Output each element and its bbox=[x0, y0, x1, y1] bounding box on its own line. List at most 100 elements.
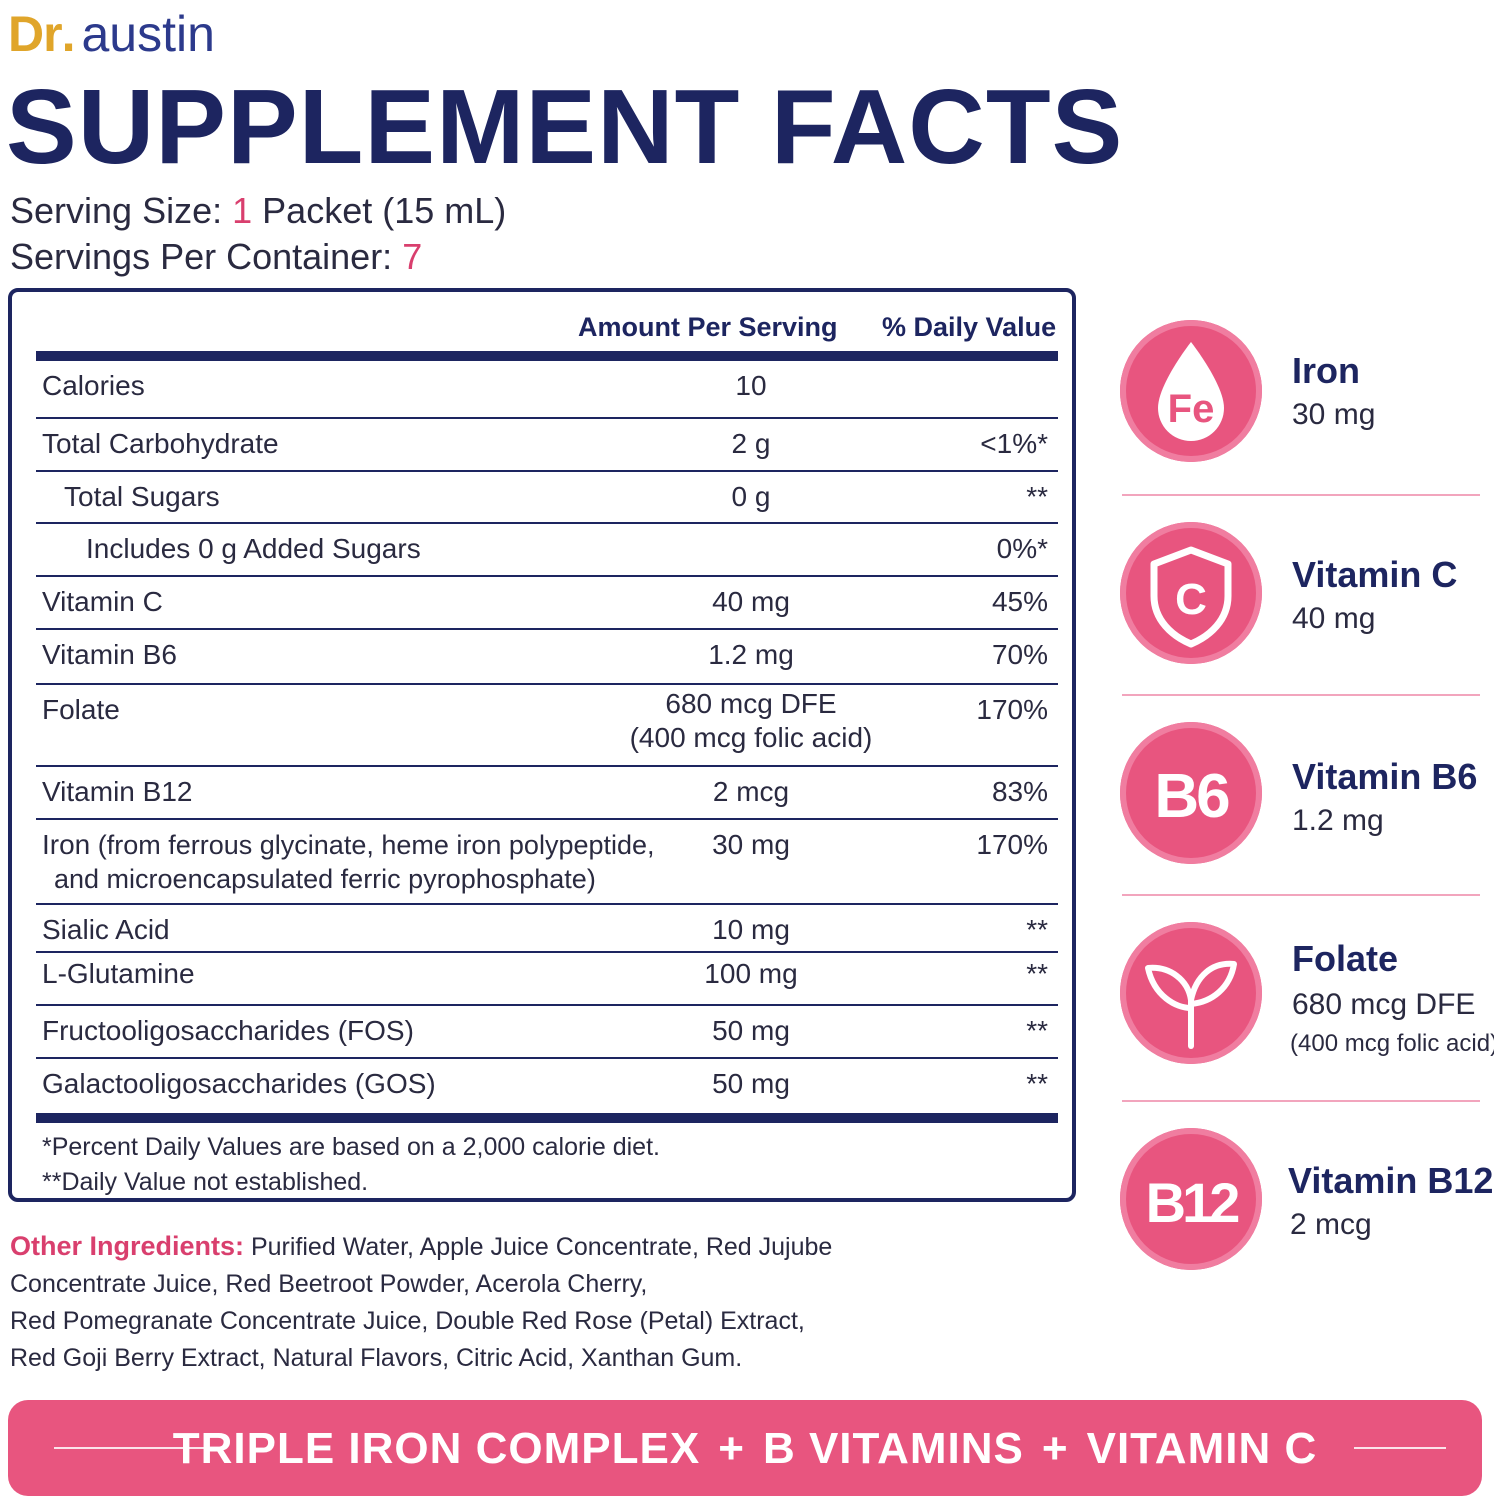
other-ingredients-label: Other Ingredients: bbox=[10, 1231, 245, 1261]
other-ingredients-line1: Purified Water, Apple Juice Concentrate,… bbox=[244, 1233, 833, 1261]
highlight-iron: Fe Iron 30 mg bbox=[1120, 320, 1490, 470]
supplement-facts-panel: Amount Per Serving % Daily Value Calorie… bbox=[8, 288, 1076, 1202]
header-amount-per-serving: Amount Per Serving bbox=[578, 312, 838, 342]
highlight-name: Vitamin B12 bbox=[1288, 1160, 1494, 1201]
table-row: Vitamin B12 2 mcg 83% bbox=[36, 767, 1058, 820]
row-amount: 10 bbox=[735, 370, 767, 401]
row-daily-value: ** bbox=[1026, 914, 1048, 945]
table-row: Sialic Acid 10 mg ** bbox=[36, 905, 1058, 953]
footnote-not-established: **Daily Value not established. bbox=[42, 1168, 369, 1196]
row-amount: 0 g bbox=[731, 481, 771, 512]
b6-badge-text: B6 bbox=[1154, 762, 1229, 831]
row-amount: 2 g bbox=[731, 428, 771, 459]
highlight-name: Iron bbox=[1292, 350, 1360, 391]
banner-part-b-vitamins: B VITAMINS bbox=[762, 1424, 1024, 1473]
row-amount: 50 mg bbox=[712, 1068, 790, 1099]
row-name: Vitamin B6 bbox=[42, 639, 177, 670]
row-name: Folate bbox=[42, 694, 120, 725]
servings-per-label: Servings Per Container: bbox=[10, 236, 393, 277]
vitamin-c-badge-text: C bbox=[1175, 575, 1207, 624]
row-name: Includes 0 g Added Sugars bbox=[86, 533, 421, 564]
row-daily-value: ** bbox=[1026, 958, 1048, 989]
banner-plus: + bbox=[718, 1424, 745, 1473]
table-row: Total Sugars 0 g ** bbox=[36, 472, 1058, 524]
row-daily-value: 70% bbox=[991, 639, 1048, 670]
row-name: Calories bbox=[42, 370, 145, 401]
highlight-divider bbox=[1122, 894, 1480, 896]
row-daily-value: <1%* bbox=[980, 428, 1048, 459]
table-row: Vitamin B6 1.2 mg 70% bbox=[36, 630, 1058, 685]
highlight-amount: 30 mg bbox=[1292, 398, 1376, 431]
b12-badge-icon: B12 bbox=[1120, 1128, 1262, 1270]
highlight-amount: 680 mcg DFE bbox=[1292, 988, 1476, 1021]
row-amount: 10 mg bbox=[712, 914, 790, 945]
highlight-vitamin-b12: B12 Vitamin B12 2 mcg bbox=[1120, 1128, 1494, 1278]
row-name-sub: (from ferrous glycinate, heme iron polyp… bbox=[90, 830, 655, 860]
row-daily-value: 170% bbox=[976, 829, 1048, 860]
servings-per-value: 7 bbox=[402, 236, 423, 277]
serving-size-qty: 1 bbox=[232, 190, 253, 231]
brand-logo: Dr. austin bbox=[8, 4, 215, 64]
row-amount: 30 mg bbox=[712, 829, 790, 860]
row-amount: 100 mg bbox=[704, 958, 798, 989]
top-thick-divider bbox=[36, 351, 1058, 361]
highlight-amount-line2: (400 mcg folic acid) bbox=[1290, 1030, 1494, 1057]
row-daily-value: ** bbox=[1026, 1015, 1048, 1046]
highlight-folate: Folate 680 mcg DFE (400 mcg folic acid) bbox=[1120, 922, 1494, 1072]
header-daily-value: % Daily Value bbox=[882, 312, 1057, 342]
servings-per-container: Servings Per Container: 7 bbox=[10, 236, 422, 278]
row-daily-value: ** bbox=[1026, 1068, 1048, 1099]
row-name: Sialic Acid bbox=[42, 914, 170, 945]
row-name-main: Iron bbox=[42, 829, 91, 860]
row-amount-line1: 680 mcg DFE bbox=[665, 688, 837, 719]
row-daily-value: 0%* bbox=[996, 533, 1048, 564]
highlight-vitamin-c: C Vitamin C 40 mg bbox=[1120, 522, 1490, 672]
table-row: Folate 680 mcg DFE (400 mcg folic acid) … bbox=[36, 685, 1058, 767]
row-name: Total Sugars bbox=[64, 481, 220, 512]
other-ingredients-line4: Red Goji Berry Extract, Natural Flavors,… bbox=[10, 1344, 743, 1372]
highlight-amount: 1.2 mg bbox=[1292, 804, 1384, 837]
highlight-divider bbox=[1122, 494, 1480, 496]
row-name: Iron (from ferrous glycinate, heme iron … bbox=[42, 828, 655, 896]
iron-badge-text: Fe bbox=[1168, 387, 1215, 431]
bottom-thick-divider bbox=[36, 1113, 1058, 1123]
other-ingredients-line2: Concentrate Juice, Red Beetroot Powder, … bbox=[10, 1270, 648, 1298]
serving-size-unit: Packet (15 mL) bbox=[262, 190, 507, 231]
highlight-amount: 40 mg bbox=[1292, 602, 1376, 635]
row-amount: 2 mcg bbox=[712, 776, 790, 807]
table-row: Total Carbohydrate 2 g <1%* bbox=[36, 419, 1058, 472]
b6-badge-icon: B6 bbox=[1120, 722, 1262, 864]
table-row: Includes 0 g Added Sugars 0%* bbox=[36, 524, 1058, 577]
highlight-name: Vitamin C bbox=[1292, 554, 1458, 595]
bottom-banner: TRIPLE IRON COMPLEX + B VITAMINS + VITAMIN C bbox=[8, 1400, 1482, 1496]
table-row: Galactooligosaccharides (GOS) 50 mg ** bbox=[36, 1059, 1058, 1113]
table-row: Calories 10 bbox=[36, 361, 1058, 419]
table-row: Fructooligosaccharides (FOS) 50 mg ** bbox=[36, 1006, 1058, 1059]
folate-leaf-icon bbox=[1120, 922, 1262, 1064]
footnote-daily-values: *Percent Daily Values are based on a 2,0… bbox=[42, 1133, 660, 1161]
row-name: Fructooligosaccharides (FOS) bbox=[42, 1015, 414, 1046]
banner-text: TRIPLE IRON COMPLEX + B VITAMINS + VITAMIN C bbox=[8, 1424, 1482, 1474]
row-amount-line2: (400 mcg folic acid) bbox=[629, 722, 873, 753]
banner-part-vitamin-c: VITAMIN C bbox=[1086, 1424, 1318, 1473]
table-row: Iron (from ferrous glycinate, heme iron … bbox=[36, 820, 1058, 905]
row-name: L-Glutamine bbox=[42, 958, 195, 989]
highlight-name: Vitamin B6 bbox=[1292, 756, 1478, 797]
page-title: SUPPLEMENT FACTS bbox=[6, 68, 1124, 186]
row-amount: 40 mg bbox=[712, 586, 790, 617]
banner-part-iron: TRIPLE IRON COMPLEX bbox=[172, 1424, 701, 1473]
row-name: Galactooligosaccharides (GOS) bbox=[42, 1068, 436, 1099]
brand-dot: . bbox=[61, 6, 76, 62]
table-row: L-Glutamine 100 mg ** bbox=[36, 953, 1058, 1006]
other-ingredients: Other Ingredients: Purified Water, Apple… bbox=[10, 1228, 910, 1377]
b12-badge-text: B12 bbox=[1146, 1171, 1239, 1234]
row-amount: 680 mcg DFE (400 mcg folic acid) bbox=[596, 687, 906, 755]
serving-size: Serving Size: 1 Packet (15 mL) bbox=[10, 190, 506, 232]
highlight-divider bbox=[1122, 694, 1480, 696]
banner-plus: + bbox=[1041, 1424, 1069, 1473]
banner-left-line bbox=[54, 1447, 212, 1449]
row-daily-value: ** bbox=[1026, 481, 1048, 512]
highlight-name: Folate bbox=[1292, 938, 1399, 979]
other-ingredients-line3: Red Pomegranate Concentrate Juice, Doubl… bbox=[10, 1307, 805, 1335]
iron-drop-icon: Fe bbox=[1120, 320, 1262, 462]
